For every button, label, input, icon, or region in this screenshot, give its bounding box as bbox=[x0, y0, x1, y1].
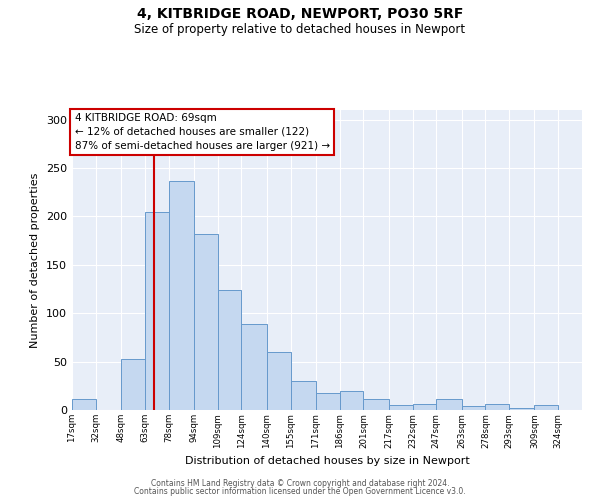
Bar bbox=[241, 324, 267, 410]
Bar bbox=[340, 390, 364, 410]
Bar bbox=[509, 408, 535, 410]
Text: 4 KITBRIDGE ROAD: 69sqm
← 12% of detached houses are smaller (122)
87% of semi-d: 4 KITBRIDGE ROAD: 69sqm ← 12% of detache… bbox=[74, 113, 329, 151]
Bar bbox=[413, 404, 436, 410]
Bar bbox=[485, 404, 509, 410]
Text: 4, KITBRIDGE ROAD, NEWPORT, PO30 5RF: 4, KITBRIDGE ROAD, NEWPORT, PO30 5RF bbox=[137, 8, 463, 22]
Bar bbox=[389, 405, 413, 410]
Bar bbox=[316, 392, 340, 410]
Bar bbox=[194, 234, 218, 410]
Bar bbox=[364, 400, 389, 410]
Bar bbox=[535, 405, 558, 410]
X-axis label: Distribution of detached houses by size in Newport: Distribution of detached houses by size … bbox=[185, 456, 469, 466]
Text: Contains HM Land Registry data © Crown copyright and database right 2024.: Contains HM Land Registry data © Crown c… bbox=[151, 478, 449, 488]
Bar bbox=[121, 358, 145, 410]
Bar bbox=[145, 212, 169, 410]
Bar bbox=[267, 352, 290, 410]
Y-axis label: Number of detached properties: Number of detached properties bbox=[31, 172, 40, 348]
Text: Size of property relative to detached houses in Newport: Size of property relative to detached ho… bbox=[134, 22, 466, 36]
Text: Contains public sector information licensed under the Open Government Licence v3: Contains public sector information licen… bbox=[134, 487, 466, 496]
Bar bbox=[461, 406, 485, 410]
Bar bbox=[436, 400, 461, 410]
Bar bbox=[169, 180, 194, 410]
Bar bbox=[218, 290, 241, 410]
Bar bbox=[72, 400, 96, 410]
Bar bbox=[290, 381, 316, 410]
